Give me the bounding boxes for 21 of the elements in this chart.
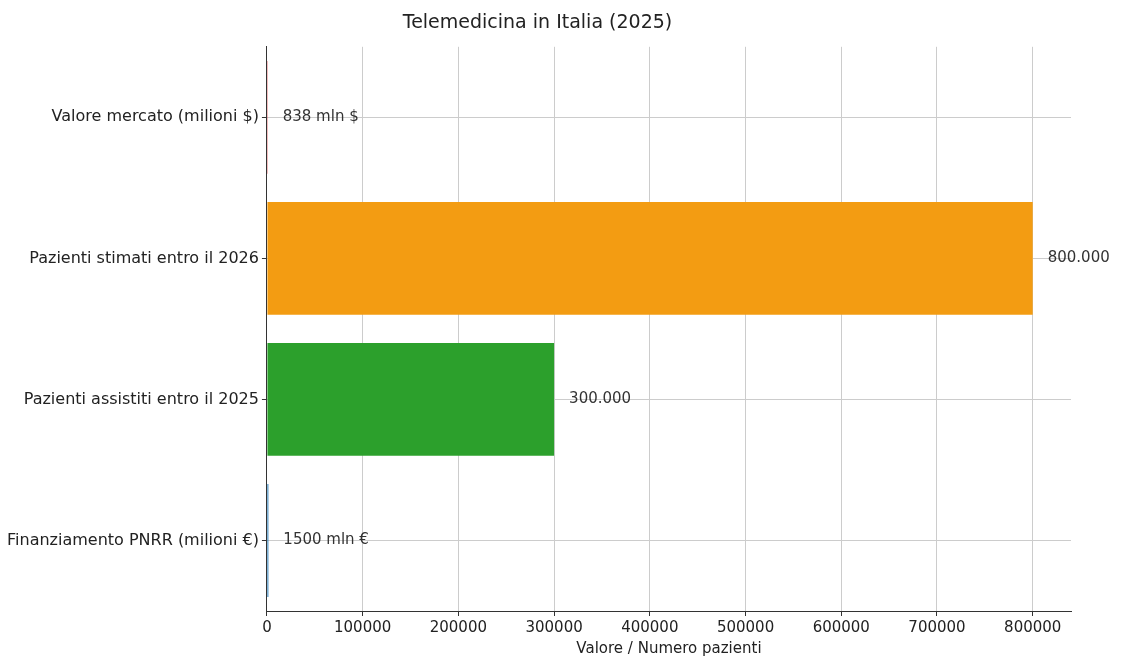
- data-label: 1500 mln €: [283, 530, 369, 549]
- y-tick-label: Pazienti stimati entro il 2026: [29, 247, 259, 267]
- y-tick-label: Finanziamento PNRR (milioni €): [7, 529, 259, 549]
- bar: [267, 343, 555, 456]
- x-tick-label: 600000: [812, 617, 870, 636]
- x-tick-label: 0: [262, 617, 272, 636]
- x-tick-label: 200000: [429, 617, 487, 636]
- bar: [267, 201, 1033, 315]
- y-tick-label: Valore mercato (milioni $): [51, 106, 259, 126]
- chart-title: Telemedicina in Italia (2025): [401, 10, 673, 33]
- x-axis-title: Valore / Numero pazienti: [576, 638, 762, 657]
- x-tick-label: 500000: [716, 617, 775, 636]
- data-label: 300.000: [569, 389, 632, 408]
- x-tick-label: 100000: [334, 617, 392, 636]
- x-tick-label: 800000: [1004, 617, 1062, 636]
- x-tick-label: 400000: [621, 617, 679, 636]
- data-label: 838 mln $: [282, 107, 359, 126]
- y-tick-label: Pazienti assistiti entro il 2025: [23, 388, 259, 408]
- x-tick-label: 700000: [908, 617, 966, 636]
- data-label: 800.000: [1047, 248, 1110, 267]
- x-tick-label: 300000: [525, 617, 583, 636]
